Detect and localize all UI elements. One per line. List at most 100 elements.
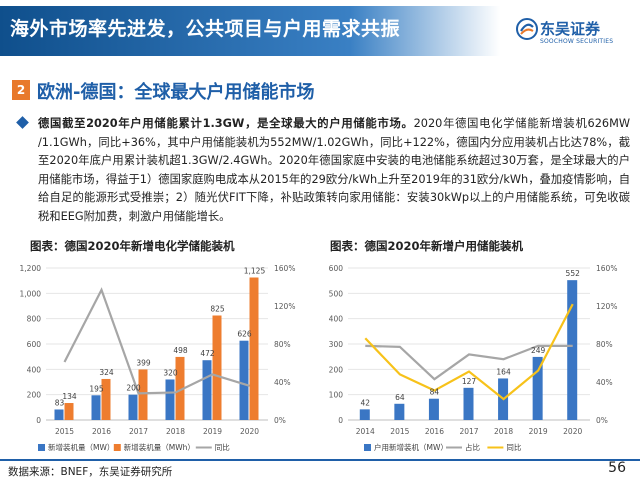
chart2-x-tick-label: 2020	[563, 427, 582, 436]
chart1-y2-tick-label: 80%	[274, 340, 291, 349]
chart2-x-tick-label: 2017	[459, 427, 478, 436]
page-number: 56	[608, 460, 626, 476]
chart2-legend-label: 同比	[506, 442, 521, 452]
chart1-data-label: 399	[136, 358, 151, 367]
chart1-bar-0	[202, 360, 212, 420]
chart1-svg: 0 200 400 600 800 1,000 1,200 0% 40% 80% 120% 160% 2…	[20, 264, 295, 452]
bullet-diamond-icon	[16, 116, 29, 129]
chart2-bar-0	[359, 409, 370, 420]
chart2-y-tick-label: 100	[329, 391, 344, 400]
chart2-y-tick-label: 400	[329, 315, 344, 324]
logo-mark-icon	[516, 18, 538, 40]
chart1-y-tick-label: 600	[27, 340, 42, 349]
chart1-bar-1	[138, 369, 148, 420]
slide-header: 海外市场率先进发，公共项目与户用需求共振 东吴证券 SOOCHOW SECURI…	[0, 0, 640, 62]
chart2-x-tick-label: 2016	[425, 427, 444, 436]
chart1-bar-1	[64, 403, 74, 420]
chart1-y2-tick-label: 0%	[274, 416, 286, 425]
paragraph-lead: 德国截至2020年户用储能累计1.3GW，是全球最大的户用储能市场。	[38, 117, 414, 130]
chart2-data-label: 127	[462, 377, 477, 386]
chart1-y-tick-label: 0	[36, 416, 41, 425]
chart1-y-tick-label: 800	[27, 315, 42, 324]
chart1-line-0	[63, 287, 250, 395]
summary-paragraph: 德国截至2020年户用储能累计1.3GW，是全球最大的户用储能市场。2020年德…	[16, 115, 630, 227]
chart2-bar-0	[428, 398, 439, 420]
chart2-x-tick-label: 2019	[529, 427, 548, 436]
chart1-y2-tick-label: 120%	[274, 302, 295, 311]
chart2-y-tick-label: 200	[329, 365, 344, 374]
chart2-data-label: 552	[566, 269, 581, 278]
chart1-data-label: 1,125	[244, 267, 266, 276]
footer-source: 数据来源：BNEF，东吴证券研究所	[8, 466, 173, 478]
chart1-data-label: 195	[89, 384, 104, 393]
chart1-data-label: 472	[200, 349, 215, 358]
logo-text: 东吴证券	[540, 20, 601, 38]
section-number: 2	[12, 80, 30, 100]
chart1-legend-label: 新增装机量（MWh）	[124, 442, 195, 452]
chart1-y-tick-label: 1,200	[20, 264, 41, 273]
chart2-data-label: 164	[496, 367, 511, 376]
chart1-bar-0	[239, 340, 249, 420]
chart2-data-label: 42	[361, 398, 371, 407]
chart1-x-tick-label: 2016	[92, 427, 111, 436]
chart1-data-label: 320	[163, 368, 178, 377]
chart2-y2-tick-label: 120%	[596, 302, 617, 311]
chart1-bar-1	[212, 315, 222, 420]
chart2-data-label: 84	[430, 388, 440, 397]
chart2-bar-0	[567, 280, 578, 420]
chart1-data-label: 83	[55, 398, 65, 407]
company-logo: 东吴证券 SOOCHOW SECURITIES	[516, 12, 634, 52]
header-bar	[0, 6, 500, 56]
chart2-svg: 0 100 200 300 400 500 600 0% 40% 80% 120% 160% 2014 2…	[329, 264, 618, 452]
chart1-data-label: 200	[126, 384, 141, 393]
chart1-x-tick-label: 2017	[129, 427, 148, 436]
chart1-bar-0	[91, 395, 101, 420]
chart2-legend-swatch	[364, 444, 371, 451]
chart1-data-label: 498	[173, 346, 188, 355]
chart1-bar-1	[101, 378, 111, 420]
chart2-line-0	[365, 344, 573, 381]
footer-divider	[0, 459, 640, 461]
chart1-data-label: 825	[210, 305, 225, 314]
chart2-line-1	[364, 303, 574, 401]
chart2-y-tick-label: 0	[338, 416, 343, 425]
chart2-y2-tick-label: 160%	[596, 264, 617, 273]
chart1-data-label: 626	[237, 330, 252, 339]
slide-title: 海外市场率先进发，公共项目与户用需求共振	[10, 18, 401, 40]
chart1-x-tick-label: 2019	[203, 427, 222, 436]
chart2-y-tick-label: 500	[329, 289, 344, 298]
chart2-legend-label: 占比	[465, 442, 480, 452]
chart1-legend-swatch	[38, 444, 45, 451]
chart1-y-tick-label: 400	[27, 365, 42, 374]
chart2-legend-label: 户用新增装机（MW）	[374, 442, 448, 452]
chart1-data-label: 134	[62, 392, 77, 401]
chart1-bar-0	[54, 409, 64, 420]
chart2-y-tick-label: 600	[329, 264, 344, 273]
chart2-y-tick-label: 300	[329, 340, 344, 349]
chart1-y2-tick-label: 40%	[274, 378, 291, 387]
paragraph-text: 德国截至2020年户用储能累计1.3GW，是全球最大的户用储能市场。2020年德…	[38, 115, 630, 227]
chart1-legend-label: 新增装机量（MW）	[48, 442, 114, 452]
chart2-x-tick-label: 2018	[494, 427, 513, 436]
chart2-data-label: 249	[531, 346, 546, 355]
chart1-x-tick-label: 2018	[166, 427, 185, 436]
chart1-legend-swatch	[113, 444, 121, 451]
chart1-bar-0	[128, 394, 138, 420]
chart1-x-tick-label: 2020	[240, 427, 259, 436]
chart1-x-tick-label: 2015	[55, 427, 74, 436]
chart1-y2-tick-label: 160%	[274, 264, 295, 273]
chart1-data-label: 324	[99, 368, 114, 377]
chart1-y-tick-label: 1,000	[20, 289, 41, 298]
section-title: 欧洲-德国：全球最大户用储能市场	[37, 82, 315, 103]
chart1-bar-0	[165, 379, 175, 420]
chart2-x-tick-label: 2014	[356, 427, 375, 436]
paragraph-body: 2020年德国电化学储能新增装机626MW /1.1GWh，同比+36%，其中户…	[38, 117, 630, 223]
chart1-bar-1	[175, 356, 185, 420]
chart2-bar-0	[463, 387, 474, 420]
chart2-y2-tick-label: 0%	[596, 416, 608, 425]
chart1-bar-1	[249, 277, 259, 420]
chart2-bar-0	[394, 403, 405, 420]
chart2-y2-tick-label: 80%	[596, 340, 613, 349]
chart2-title: 图表：德国2020年新增户用储能装机	[330, 239, 524, 253]
chart2-bar-0	[532, 356, 543, 420]
